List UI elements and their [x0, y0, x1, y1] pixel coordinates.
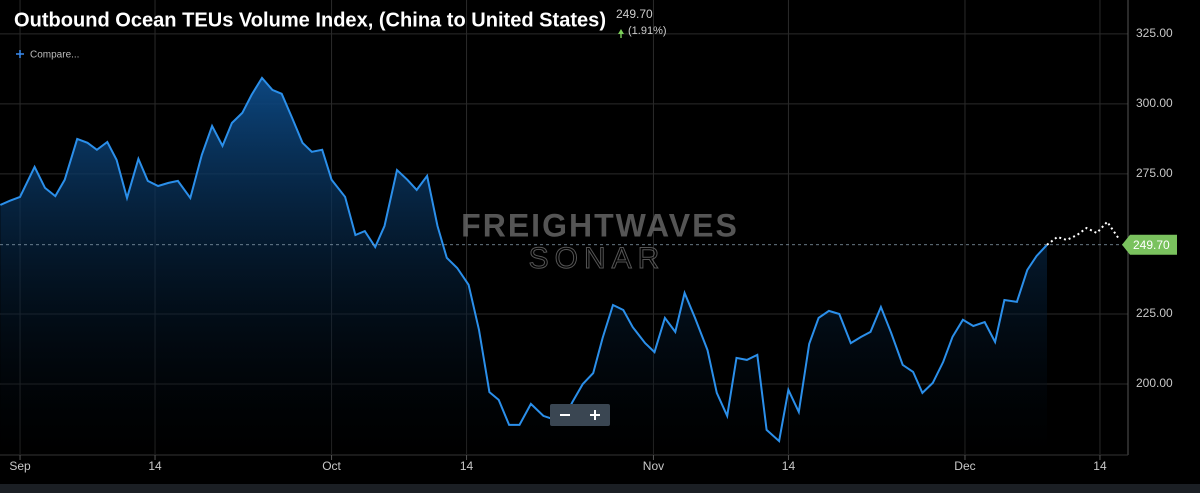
up-arrow	[618, 29, 624, 38]
plot	[0, 76, 1128, 455]
x-tick-label: 14	[782, 459, 796, 473]
current-value-box	[1122, 234, 1177, 255]
watermark-top: FREIGHTWAVES	[461, 207, 739, 243]
scroll-bar	[0, 484, 1200, 493]
x-tick-label: 14	[1093, 459, 1107, 473]
compare-label[interactable]: Compare...	[30, 50, 79, 61]
x-tick-label: Sep	[9, 459, 31, 473]
current-value-label: 249.70	[1133, 238, 1170, 252]
y-tick-label: 325.00	[1136, 26, 1173, 40]
x-tick-label: 14	[460, 459, 474, 473]
x-tick-label: Oct	[322, 459, 341, 473]
watermark-bottom: SONAR	[529, 242, 666, 275]
zoom-controls	[550, 404, 610, 426]
y-tick-label: 225.00	[1136, 306, 1173, 320]
line	[0, 76, 1048, 444]
plus-icon	[590, 410, 600, 420]
forecast-line	[1046, 220, 1121, 246]
compare-button[interactable]: Compare...	[16, 50, 79, 61]
plus-icon	[16, 50, 24, 58]
header-value: 249.70	[616, 7, 653, 21]
x-tick-label: 14	[148, 459, 162, 473]
y-tick-label: 300.00	[1136, 96, 1173, 110]
y-tick-label: 200.00	[1136, 376, 1173, 390]
chart-title: Outbound Ocean TEUs Volume Index, (China…	[14, 9, 606, 31]
x-tick-label: Nov	[643, 459, 664, 473]
current-value-tag: 249.70	[1122, 234, 1177, 255]
header-change: (1.91%)	[628, 25, 667, 37]
y-tick-label: 275.00	[1136, 166, 1173, 180]
area	[0, 77, 1047, 455]
x-tick-label: Dec	[954, 459, 975, 473]
